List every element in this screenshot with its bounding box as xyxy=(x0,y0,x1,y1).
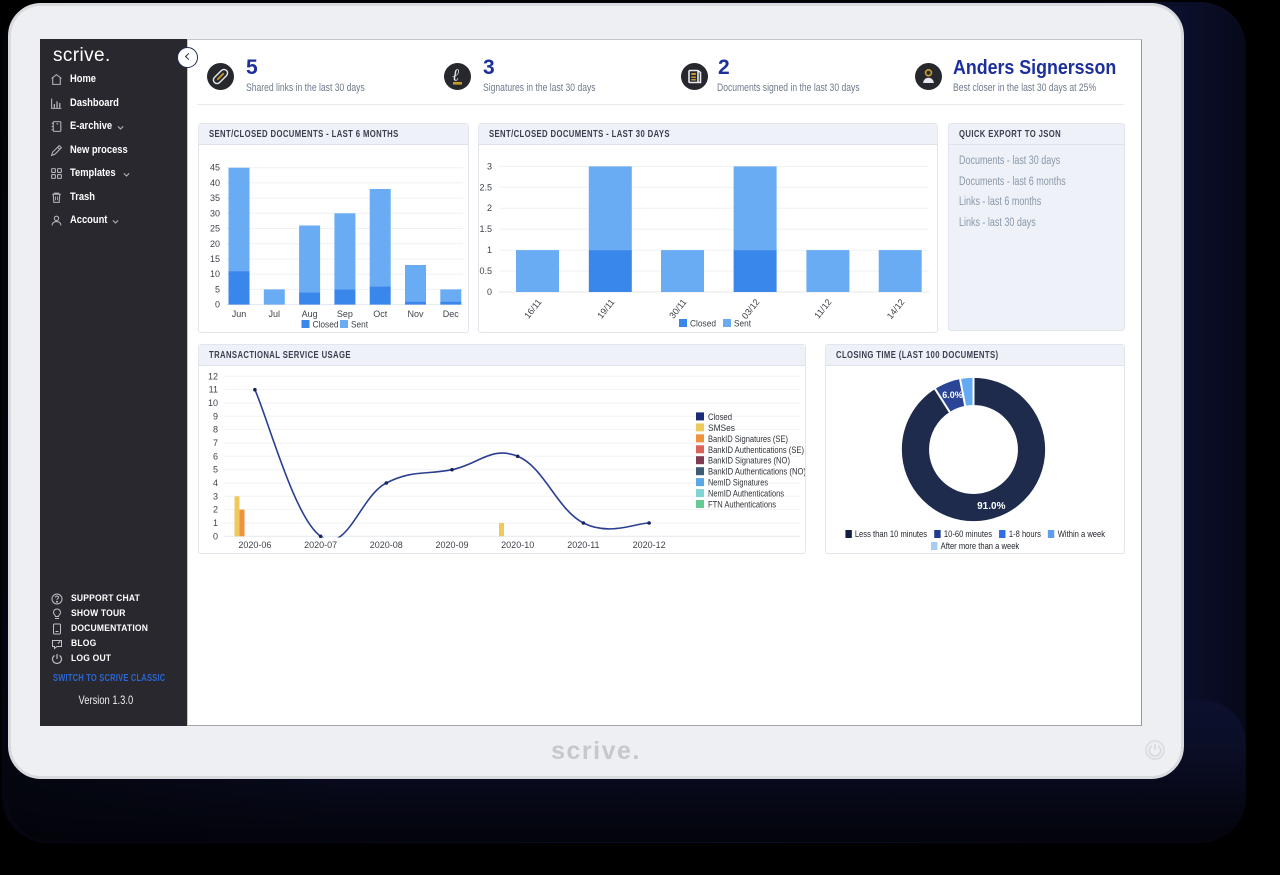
svg-text:25: 25 xyxy=(209,224,219,234)
svg-text:FTN Authentications: FTN Authentications xyxy=(708,499,776,509)
svg-text:15: 15 xyxy=(209,254,219,264)
svg-text:Sent: Sent xyxy=(734,319,751,329)
svg-text:6.0%: 6.0% xyxy=(942,390,963,400)
svg-text:Closed: Closed xyxy=(708,411,732,421)
svg-text:1: 1 xyxy=(212,518,217,528)
svg-text:10: 10 xyxy=(209,269,219,279)
svg-text:20: 20 xyxy=(209,239,219,249)
svg-text:1: 1 xyxy=(487,245,492,255)
svg-text:1.5: 1.5 xyxy=(479,224,492,234)
svg-text:2020-10: 2020-10 xyxy=(501,540,534,550)
svg-text:0: 0 xyxy=(212,531,217,541)
svg-text:30: 30 xyxy=(209,208,219,218)
svg-text:BankID Signatures (NO): BankID Signatures (NO) xyxy=(708,455,790,465)
svg-text:4: 4 xyxy=(212,478,217,488)
svg-text:03/12: 03/12 xyxy=(740,297,762,321)
svg-text:SMSes: SMSes xyxy=(708,422,735,432)
svg-text:0: 0 xyxy=(214,300,219,310)
svg-text:Closed: Closed xyxy=(312,320,338,330)
svg-text:35: 35 xyxy=(209,193,219,203)
svg-text:11/12: 11/12 xyxy=(812,297,833,320)
svg-text:5: 5 xyxy=(214,284,219,294)
svg-text:91.0%: 91.0% xyxy=(977,501,1005,512)
svg-text:5: 5 xyxy=(212,464,217,474)
svg-text:14/12: 14/12 xyxy=(885,297,907,321)
svg-text:ℓ: ℓ xyxy=(452,66,459,85)
svg-text:NemID Authentications: NemID Authentications xyxy=(708,488,784,498)
svg-text:10: 10 xyxy=(207,398,217,408)
svg-text:3: 3 xyxy=(487,161,492,171)
svg-text:BankID Authentications (SE): BankID Authentications (SE) xyxy=(708,444,804,454)
svg-text:16/11: 16/11 xyxy=(522,297,543,320)
svg-text:0.5: 0.5 xyxy=(479,266,492,276)
svg-text:NemID Signatures: NemID Signatures xyxy=(708,477,768,487)
svg-text:2020-09: 2020-09 xyxy=(435,540,468,550)
svg-text:Nov: Nov xyxy=(407,309,424,319)
svg-text:Sep: Sep xyxy=(336,309,352,319)
svg-text:2020-08: 2020-08 xyxy=(369,540,402,550)
svg-text:BankID Authentications (NO): BankID Authentications (NO) xyxy=(708,466,805,476)
svg-text:2020-07: 2020-07 xyxy=(304,540,337,550)
svg-text:Jul: Jul xyxy=(268,309,280,319)
svg-text:BankID Signatures (SE): BankID Signatures (SE) xyxy=(708,433,788,443)
svg-text:7: 7 xyxy=(212,438,217,448)
svg-text:Aug: Aug xyxy=(301,309,317,319)
svg-text:0: 0 xyxy=(487,287,492,297)
svg-text:Closed: Closed xyxy=(690,319,716,329)
svg-text:2020-12: 2020-12 xyxy=(632,540,665,550)
svg-text:12: 12 xyxy=(207,371,217,381)
svg-text:2.5: 2.5 xyxy=(479,182,492,192)
svg-text:40: 40 xyxy=(209,178,219,188)
svg-text:6: 6 xyxy=(212,451,217,461)
svg-text:30/11: 30/11 xyxy=(667,297,688,320)
svg-text:11: 11 xyxy=(208,384,217,394)
svg-text:Jun: Jun xyxy=(231,309,246,319)
svg-text:2: 2 xyxy=(487,203,492,213)
svg-text:45: 45 xyxy=(209,163,219,173)
svg-text:Oct: Oct xyxy=(373,309,388,319)
svg-text:3: 3 xyxy=(212,491,217,501)
svg-text:Sent: Sent xyxy=(351,320,368,330)
svg-text:8: 8 xyxy=(212,424,217,434)
svg-text:Dec: Dec xyxy=(442,309,459,319)
svg-text:9: 9 xyxy=(212,411,217,421)
svg-text:2020-11: 2020-11 xyxy=(567,540,599,550)
svg-text:2: 2 xyxy=(212,504,217,514)
svg-text:19/11: 19/11 xyxy=(595,297,616,320)
svg-text:2020-06: 2020-06 xyxy=(238,540,271,550)
